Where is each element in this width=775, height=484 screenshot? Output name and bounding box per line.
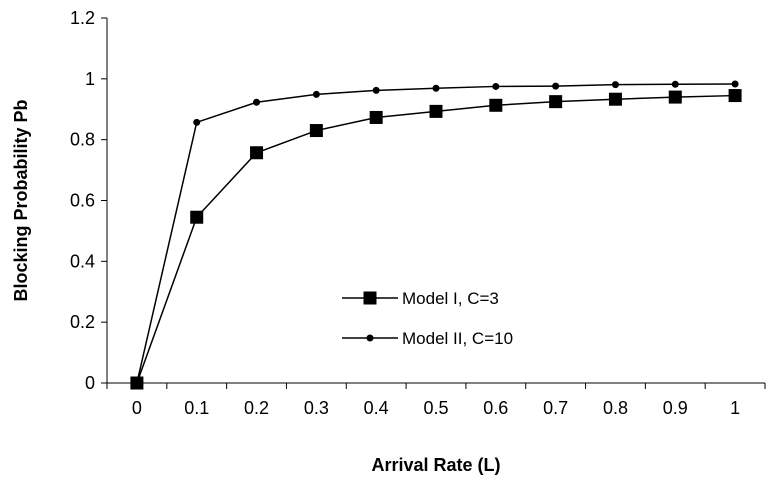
data-point [190,210,204,224]
x-axis-title: Arrival Rate (L) [371,455,500,475]
data-point [668,90,682,104]
data-point [728,89,742,103]
y-tick-label: 1 [85,69,95,89]
x-tick-label: 1 [730,398,740,418]
data-point [731,80,739,88]
legend-marker [363,291,377,305]
legend: Model I, C=3 Model II, C=10 [342,289,513,348]
data-point [492,82,500,90]
x-tick-label: 0.3 [304,398,329,418]
data-point [489,98,503,112]
legend-item-1: Model I, C=3 [342,289,499,308]
legend-item-2: Model II, C=10 [342,329,513,348]
x-tick-label: 0.4 [364,398,389,418]
data-point [549,95,563,109]
x-tick-label: 0.8 [603,398,628,418]
data-point [372,86,380,94]
y-axis: 0 0.2 0.4 0.6 0.8 1 1.2 [70,8,108,393]
legend-label: Model I, C=3 [402,289,499,308]
x-tick-label: 0 [132,398,142,418]
y-tick-label: 0.6 [70,191,95,211]
data-point [552,82,560,90]
x-tick-label: 0.7 [543,398,568,418]
legend-label: Model II, C=10 [402,329,513,348]
x-tick-label: 0.6 [483,398,508,418]
x-axis: 0 0.1 0.2 0.3 0.4 0.5 0.6 0.7 0.8 0.9 1 [106,382,766,418]
data-point [309,124,323,138]
y-tick-label: 0.8 [70,130,95,150]
data-point [671,80,679,88]
x-tick-label: 0.5 [423,398,448,418]
series-layer [130,80,742,390]
series-2 [133,80,739,387]
y-axis-title: Blocking Probability Pb [11,99,31,301]
y-tick-label: 0 [85,373,95,393]
data-point [250,146,264,160]
series-1 [130,89,742,390]
data-point [253,98,261,106]
x-tick-label: 0.2 [244,398,269,418]
y-tick-label: 0.2 [70,312,95,332]
y-tick-label: 1.2 [70,8,95,28]
data-point [432,84,440,92]
x-tick-label: 0.1 [184,398,209,418]
data-point [193,118,201,126]
data-point [608,92,622,106]
y-tick-label: 0.4 [70,251,95,271]
legend-marker [366,334,374,342]
data-point [611,81,619,89]
data-point [312,90,320,98]
x-tick-label: 0.9 [663,398,688,418]
data-point [133,379,141,387]
data-point [429,104,443,118]
data-point [369,110,383,124]
